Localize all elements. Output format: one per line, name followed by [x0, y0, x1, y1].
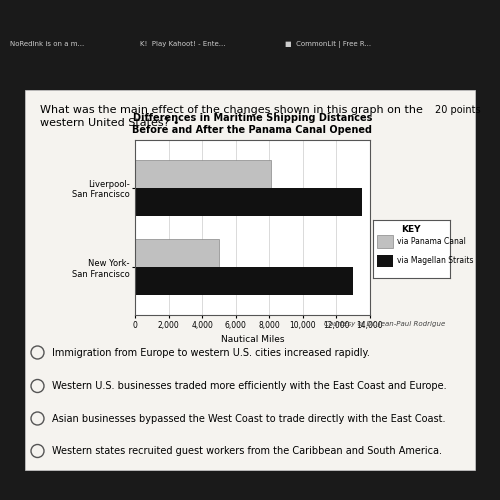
- Text: KEY: KEY: [402, 224, 421, 234]
- Bar: [135, 160, 271, 188]
- Text: K!  Play Kahoot! - Ente...: K! Play Kahoot! - Ente...: [140, 41, 226, 47]
- Text: western United States? •: western United States? •: [40, 118, 179, 128]
- X-axis label: Nautical Miles: Nautical Miles: [221, 335, 284, 344]
- Text: Asian businesses bypassed the West Coast to trade directly with the East Coast.: Asian businesses bypassed the West Coast…: [52, 414, 446, 424]
- FancyBboxPatch shape: [377, 254, 392, 267]
- FancyBboxPatch shape: [25, 90, 475, 470]
- Text: What was the main effect of the changes shown in this graph on the: What was the main effect of the changes …: [40, 105, 423, 115]
- Text: 20 points: 20 points: [435, 105, 480, 115]
- Text: Western states recruited guest workers from the Caribbean and South America.: Western states recruited guest workers f…: [52, 446, 442, 456]
- FancyBboxPatch shape: [377, 235, 392, 248]
- Text: via Panama Canal: via Panama Canal: [398, 237, 466, 246]
- Text: ■  CommonLit | Free R...: ■ CommonLit | Free R...: [285, 40, 371, 48]
- Text: Immigration from Europe to western U.S. cities increased rapidly.: Immigration from Europe to western U.S. …: [52, 348, 370, 358]
- Bar: [135, 240, 219, 268]
- Bar: [135, 268, 353, 295]
- Text: Courtesy of Dr. Jean-Paul Rodrigue: Courtesy of Dr. Jean-Paul Rodrigue: [324, 321, 445, 327]
- Text: Western U.S. businesses traded more efficiently with the East Coast and Europe.: Western U.S. businesses traded more effi…: [52, 381, 447, 391]
- Title: Differences in Maritime Shipping Distances
Before and After the Panama Canal Ope: Differences in Maritime Shipping Distanc…: [132, 114, 372, 135]
- Text: NoRedInk is on a m...: NoRedInk is on a m...: [10, 41, 84, 47]
- Text: via Magellan Straits: via Magellan Straits: [398, 256, 474, 266]
- Bar: [135, 188, 362, 216]
